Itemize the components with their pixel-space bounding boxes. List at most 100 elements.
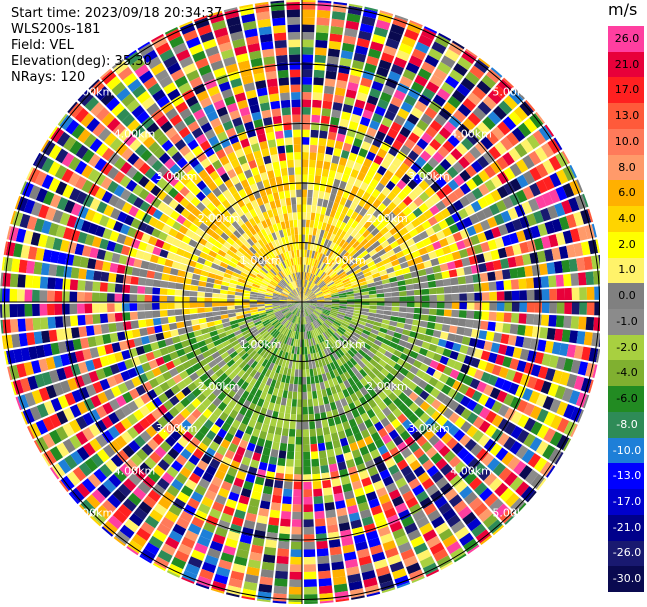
range-gate [258,290,266,295]
range-gate [296,302,302,307]
range-gate [296,204,302,213]
range-gate [40,317,49,330]
range-gate [383,287,392,293]
range-gate [471,523,487,538]
range-gate [174,550,190,563]
range-gate [152,279,162,288]
range-gate [377,573,393,584]
range-gate [285,197,292,206]
range-gate [438,32,452,42]
range-gate [359,207,368,217]
range-gate [293,129,301,138]
range-gate [486,68,502,84]
range-gate [509,163,522,177]
range-gate [222,277,231,283]
range-gate [309,302,317,304]
range-gate [496,390,508,403]
range-gate [294,159,301,168]
range-gate [216,270,225,277]
range-gate [267,314,276,319]
range-gate [227,309,236,314]
range-gate [343,332,351,340]
range-gate [20,411,28,425]
range-gate [450,520,466,534]
range-gate [81,245,92,257]
range-ring-label: 3.00km [408,170,450,183]
range-gate [296,354,300,362]
range-gate [303,279,306,288]
range-gate [339,337,347,345]
range-gate [175,231,185,241]
range-gate [398,42,413,55]
range-gate [302,76,313,85]
range-gate [330,116,340,126]
range-gate [358,261,367,268]
range-gate [144,224,155,235]
range-gate [466,399,478,411]
range-gate [280,318,287,325]
range-gate [170,268,179,276]
range-gate [438,127,452,140]
range-gate [453,63,468,77]
range-gate [403,323,412,331]
range-gate [354,268,362,275]
range-gate [124,358,134,370]
range-gate [253,371,261,380]
range-gate [258,461,268,471]
range-gate [274,578,288,587]
range-gate [322,288,330,293]
range-gate [381,355,391,364]
range-gate [287,296,295,300]
range-gate [316,24,329,34]
range-gate [213,573,229,585]
range-gate [254,278,262,284]
range-gate [35,188,48,203]
range-gate [373,321,382,327]
range-gate [190,279,200,286]
range-gate [294,459,302,467]
range-gate [286,2,300,10]
range-gate [132,487,147,501]
range-gate [291,92,301,100]
range-gate [360,562,374,573]
range-gate [304,339,307,347]
range-gate [293,144,301,153]
range-gate [405,496,419,509]
range-gate [460,395,471,407]
range-gate [476,339,486,350]
range-gate [215,323,224,330]
range-gate [466,425,478,438]
range-gate [247,337,256,345]
range-gate [259,500,271,510]
range-gate [15,228,27,243]
range-gate [312,398,319,407]
range-gate [315,525,327,535]
range-gate [222,395,232,406]
range-gate [362,191,371,201]
range-gate [411,576,425,584]
range-gate [311,205,317,213]
range-gate [514,255,524,267]
range-gate [267,287,275,292]
range-gate [305,272,308,280]
range-gate [292,307,298,315]
range-gate [329,209,337,218]
range-gate [339,304,347,307]
range-gate [351,595,365,600]
range-gate [408,244,419,253]
range-gate [245,512,257,523]
range-ring-label: 2.00km [198,380,240,393]
range-gate [323,322,330,329]
range-gate [388,464,400,476]
range-gate [298,302,302,309]
range-gate [166,344,176,354]
range-gate [194,431,205,442]
range-gate [316,548,329,557]
range-gate [359,377,369,387]
range-gate [507,334,517,346]
range-gate [368,249,378,257]
range-gate [424,174,435,186]
range-gate [302,316,305,325]
range-gate [302,302,309,307]
range-gate [316,303,325,306]
